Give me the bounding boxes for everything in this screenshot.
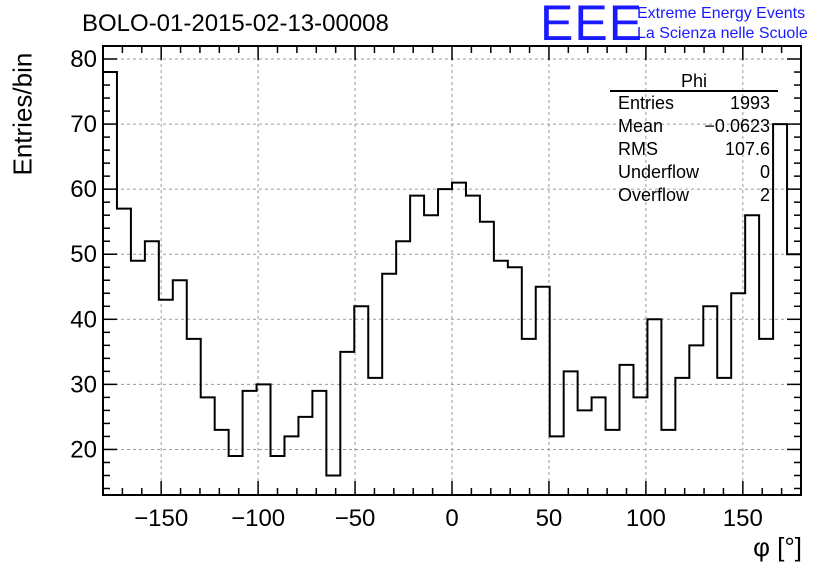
y-tick-label: 60 bbox=[70, 176, 97, 203]
histogram-bin bbox=[229, 456, 243, 495]
histogram-bin bbox=[689, 345, 703, 495]
histogram-bin bbox=[312, 391, 326, 495]
x-tick-label: −150 bbox=[134, 505, 188, 532]
x-tick-label: 50 bbox=[536, 505, 563, 532]
histogram-bin bbox=[522, 339, 536, 495]
histogram-bin bbox=[173, 280, 187, 495]
histogram-bin bbox=[703, 306, 717, 495]
x-tick-label: 100 bbox=[626, 505, 666, 532]
histogram-bin bbox=[257, 384, 271, 495]
histogram-bin bbox=[745, 215, 759, 495]
stats-label: Overflow bbox=[618, 185, 690, 205]
histogram-bin bbox=[340, 352, 354, 495]
stats-value: 2 bbox=[759, 185, 770, 205]
histogram-bin bbox=[661, 430, 675, 495]
stats-row-mean: Mean −0.0623 bbox=[610, 115, 778, 138]
histogram-outline bbox=[102, 71, 802, 495]
stats-row-entries: Entries 1993 bbox=[610, 92, 778, 115]
y-tick-label: 50 bbox=[70, 241, 97, 268]
stats-value: 1993 bbox=[729, 93, 770, 113]
histogram-bin bbox=[578, 410, 592, 495]
histogram-bin bbox=[424, 215, 438, 495]
histogram-bin bbox=[396, 241, 410, 495]
histogram-bin bbox=[787, 254, 801, 495]
y-tick-label: 30 bbox=[70, 371, 97, 398]
histogram-bin bbox=[298, 417, 312, 495]
y-tick-label: 20 bbox=[70, 436, 97, 463]
histogram-bin bbox=[438, 189, 452, 495]
histogram-bin bbox=[606, 430, 620, 495]
y-axis-label: Entries/bin bbox=[7, 52, 38, 176]
axis-ticks bbox=[102, 45, 802, 495]
histogram-bin bbox=[368, 378, 382, 495]
stats-value: 0 bbox=[759, 162, 770, 182]
stats-label: RMS bbox=[618, 139, 658, 159]
chart-title: BOLO-01-2015-02-13-00008 bbox=[82, 10, 389, 37]
histogram-bin bbox=[633, 397, 647, 495]
histogram-bin bbox=[103, 72, 117, 495]
stats-row-rms: RMS 107.6 bbox=[610, 138, 778, 161]
stats-value: 107.6 bbox=[724, 139, 770, 159]
histogram-bin bbox=[145, 241, 159, 495]
x-tick-label: −100 bbox=[231, 505, 285, 532]
eee-logo: EEE bbox=[540, 0, 644, 51]
histogram-bin bbox=[550, 436, 564, 495]
histogram-bin bbox=[410, 196, 424, 495]
histogram-bin bbox=[201, 397, 215, 495]
x-tick-label: 150 bbox=[723, 505, 763, 532]
y-tick-label: 40 bbox=[70, 306, 97, 333]
histogram-bin bbox=[243, 391, 257, 495]
stats-title: Phi bbox=[610, 72, 778, 92]
histogram-bin bbox=[215, 430, 229, 495]
histogram-bin bbox=[382, 274, 396, 495]
histogram-bin bbox=[159, 300, 173, 495]
histogram-bin bbox=[480, 222, 494, 495]
histogram-bin bbox=[564, 371, 578, 495]
x-tick-label: −50 bbox=[335, 505, 376, 532]
logo-line-1: Extreme Energy Events bbox=[637, 5, 806, 22]
histogram-bin bbox=[466, 196, 480, 495]
stats-label: Underflow bbox=[618, 162, 700, 182]
histogram-bin bbox=[647, 319, 661, 495]
histogram-bin bbox=[494, 261, 508, 495]
stats-row-overflow: Overflow 2 bbox=[610, 184, 778, 207]
histogram-bin bbox=[117, 209, 131, 495]
histogram-bin bbox=[508, 267, 522, 495]
histogram-bin bbox=[354, 306, 368, 495]
stats-value: −0.0623 bbox=[704, 116, 770, 136]
x-tick-label: 0 bbox=[445, 505, 458, 532]
histogram-bin bbox=[452, 183, 466, 495]
x-axis-label: φ [°] bbox=[753, 532, 802, 562]
histogram-bin bbox=[759, 339, 773, 495]
y-tick-label: 70 bbox=[70, 111, 97, 138]
histogram-bin bbox=[592, 397, 606, 495]
histogram-bin bbox=[326, 475, 340, 495]
histogram-bin bbox=[675, 378, 689, 495]
histogram-bin bbox=[620, 365, 634, 495]
histogram-bin bbox=[131, 261, 145, 495]
histogram-bin bbox=[536, 287, 550, 495]
y-tick-label: 80 bbox=[70, 46, 97, 73]
histogram-series bbox=[102, 71, 802, 495]
stats-label: Entries bbox=[618, 93, 675, 113]
histogram-bin bbox=[717, 378, 731, 495]
stats-label: Mean bbox=[618, 116, 664, 136]
histogram-bin bbox=[731, 293, 745, 495]
axis-tick-labels: −150 −100 −50 0 50 100 150 20 30 40 50 60 70 80 bbox=[70, 46, 763, 532]
stats-box: Phi Entries 1993 Mean −0.0623 RMS 107.6 … bbox=[610, 72, 778, 207]
logo-line-2: La Scienza nelle Scuole bbox=[637, 25, 808, 42]
histogram-bin bbox=[187, 339, 201, 495]
histogram-bin bbox=[284, 436, 298, 495]
logo-caption: Extreme Energy Events La Scienza nelle S… bbox=[637, 4, 808, 44]
stats-row-underflow: Underflow 0 bbox=[610, 161, 778, 184]
